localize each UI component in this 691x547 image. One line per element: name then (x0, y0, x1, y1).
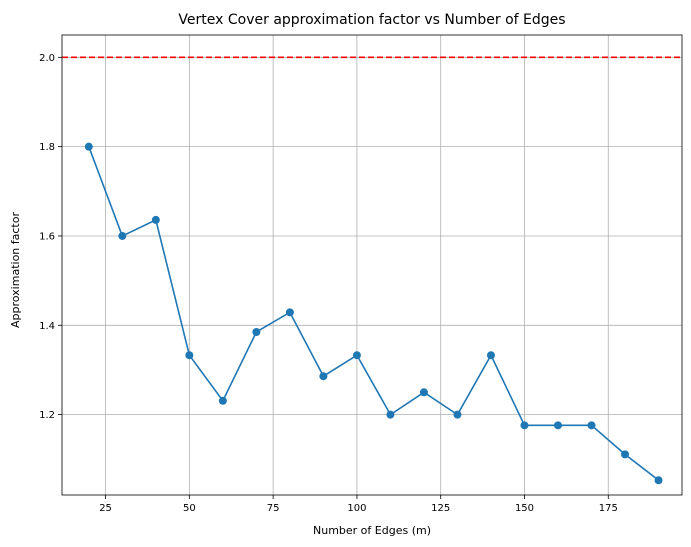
data-point (218, 396, 227, 405)
x-tick-label: 100 (347, 503, 366, 514)
x-tick-label: 75 (267, 503, 280, 514)
x-tick-label: 50 (183, 503, 196, 514)
data-point (386, 410, 395, 419)
plot-frame (61, 34, 683, 496)
y-tick-label: 1.6 (39, 231, 55, 242)
data-point (520, 421, 529, 430)
data-point (118, 231, 127, 240)
data-point (352, 351, 361, 360)
data-point (621, 450, 630, 459)
y-axis-ticks: 1.2 1.4 1.6 1.8 2.0 (39, 53, 62, 421)
series-line-layer (88, 146, 660, 481)
y-tick-label: 2.0 (39, 53, 55, 64)
y-tick-label: 1.4 (39, 321, 55, 332)
data-point (319, 372, 328, 381)
data-point (419, 388, 428, 397)
data-point (554, 421, 562, 430)
chart-title: Vertex Cover approximation factor vs Num… (178, 12, 565, 28)
data-point (252, 327, 261, 336)
data-point (486, 351, 495, 360)
x-tick-label: 175 (599, 503, 618, 514)
data-point (654, 476, 663, 485)
x-axis-ticks: 25 50 75 100 125 150 175 (99, 495, 618, 514)
y-tick-label: 1.8 (39, 142, 55, 153)
data-point (453, 410, 462, 419)
series-line (88, 146, 660, 481)
data-point (285, 308, 294, 317)
y-axis-label: Approximation factor (9, 212, 22, 328)
y-tick-label: 1.2 (39, 410, 55, 421)
data-point (151, 215, 160, 224)
x-axis-label: Number of Edges (m) (313, 524, 431, 537)
x-tick-label: 125 (431, 503, 450, 514)
x-tick-label: 150 (515, 503, 534, 514)
x-tick-label: 25 (99, 503, 112, 514)
series-marker-layer (84, 142, 663, 485)
data-point (185, 351, 194, 360)
data-point (587, 421, 596, 430)
data-point (84, 142, 93, 151)
